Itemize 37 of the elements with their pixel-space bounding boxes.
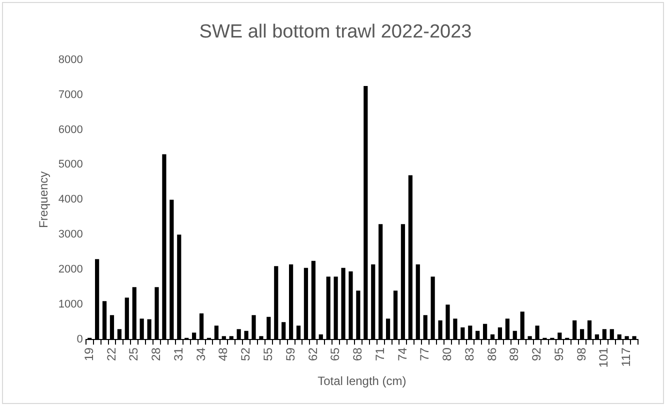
x-tick-label: 98 bbox=[574, 347, 588, 361]
x-tick-label: 55 bbox=[260, 347, 275, 361]
x-tick-label: 92 bbox=[530, 347, 544, 361]
x-tick-label: 83 bbox=[462, 347, 476, 361]
x-tick-label: 80 bbox=[440, 347, 454, 361]
y-tick-label: 2000 bbox=[58, 264, 83, 276]
x-tick-label: 34 bbox=[194, 347, 208, 361]
x-tick-label: 31 bbox=[171, 347, 186, 361]
x-tick-label: 28 bbox=[149, 347, 164, 361]
x-tick-label: 52 bbox=[238, 347, 253, 361]
x-tick-label: 77 bbox=[418, 347, 432, 361]
x-tick-label: 48 bbox=[216, 347, 230, 361]
y-tick-label: 0 bbox=[76, 334, 83, 346]
y-tick-label: 1000 bbox=[58, 298, 83, 311]
chart-title: SWE all bottom trawl 2022-2023 bbox=[199, 22, 472, 43]
x-tick-label: 74 bbox=[395, 347, 410, 361]
x-tick-label: 22 bbox=[104, 347, 118, 361]
y-tick-label: 5000 bbox=[58, 158, 83, 171]
x-tick-label: 117 bbox=[619, 347, 634, 367]
x-tick-label: 25 bbox=[126, 347, 141, 361]
x-tick-label: 19 bbox=[82, 347, 96, 361]
x-axis-title: Total length (cm) bbox=[318, 374, 406, 388]
y-tick-label: 4000 bbox=[58, 194, 83, 206]
y-tick-label: 8000 bbox=[58, 54, 83, 66]
y-axis-title: Frequency bbox=[36, 171, 51, 228]
x-tick-label: 95 bbox=[552, 347, 566, 361]
x-tick-label: 101 bbox=[596, 347, 611, 368]
x-tick-label: 62 bbox=[306, 347, 320, 361]
y-tick-label: 6000 bbox=[58, 124, 83, 136]
x-tick-label: 86 bbox=[484, 347, 499, 361]
y-tick-label: 7000 bbox=[58, 88, 83, 101]
x-tick-label: 89 bbox=[507, 347, 522, 361]
y-tick-label: 3000 bbox=[58, 228, 83, 241]
x-tick-label: 59 bbox=[283, 347, 298, 361]
x-tick-label: 71 bbox=[372, 347, 387, 361]
x-tick-label: 65 bbox=[328, 347, 342, 361]
x-tick-label: 68 bbox=[350, 347, 365, 361]
